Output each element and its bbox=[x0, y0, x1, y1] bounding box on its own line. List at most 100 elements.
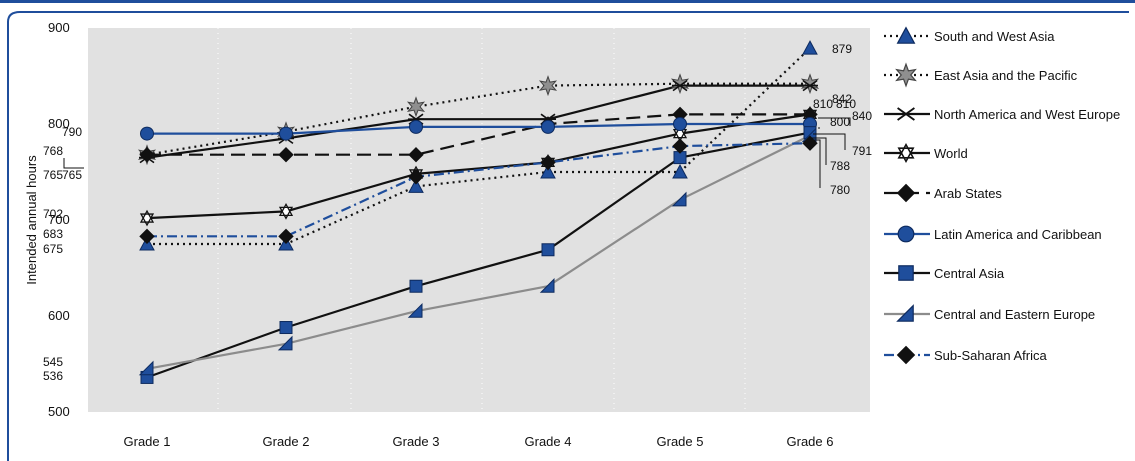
point-marker bbox=[672, 163, 688, 179]
data-label: 702 bbox=[43, 207, 63, 221]
point-marker bbox=[539, 278, 555, 293]
legend-item-east-asia-and-the-pacific: East Asia and the Pacific bbox=[884, 62, 1078, 88]
label-leader-line bbox=[63, 158, 84, 169]
data-label: 810 bbox=[836, 97, 856, 111]
legend-label: Central and Eastern Europe bbox=[934, 307, 1095, 322]
data-label: 810 bbox=[813, 97, 833, 111]
point-marker bbox=[277, 335, 293, 351]
x-tick-label: Grade 3 bbox=[393, 434, 440, 449]
panel-frame bbox=[7, 11, 1129, 461]
legend-swatch-marker bbox=[897, 225, 915, 243]
legend-label: East Asia and the Pacific bbox=[934, 68, 1078, 83]
point-marker bbox=[138, 360, 154, 376]
point-marker bbox=[540, 154, 556, 171]
legend-item-latin-america-and-caribbean: Latin America and Caribbean bbox=[884, 225, 1102, 243]
data-label: 765 bbox=[43, 168, 63, 182]
point-marker bbox=[408, 169, 424, 185]
data-label: 879 bbox=[832, 42, 852, 56]
data-label: 790 bbox=[62, 125, 82, 139]
legend-item-central-and-eastern-europe: Central and Eastern Europe bbox=[884, 304, 1095, 322]
legend-swatch-marker bbox=[896, 183, 916, 203]
legend-item-central-asia: Central Asia bbox=[884, 265, 1005, 281]
x-tick-label: Grade 5 bbox=[657, 434, 704, 449]
y-tick-label: 900 bbox=[48, 20, 70, 35]
point-marker bbox=[139, 147, 155, 163]
legend-swatch-marker bbox=[898, 265, 914, 281]
point-marker bbox=[802, 40, 818, 55]
x-tick-label: Grade 2 bbox=[263, 434, 310, 449]
point-marker bbox=[540, 163, 556, 179]
point-marker bbox=[406, 96, 426, 118]
point-marker bbox=[408, 147, 424, 163]
point-marker bbox=[409, 119, 423, 134]
point-marker bbox=[278, 203, 294, 220]
point-marker bbox=[139, 228, 155, 245]
data-label: 675 bbox=[43, 242, 63, 256]
point-marker bbox=[279, 321, 293, 335]
point-marker bbox=[409, 279, 423, 293]
legend-item-south-and-west-asia: South and West Asia bbox=[884, 26, 1055, 44]
y-axis-title: Intended annual hours bbox=[24, 155, 39, 285]
data-label: 683 bbox=[43, 227, 63, 241]
y-tick-label: 700 bbox=[48, 212, 70, 227]
data-label: 768 bbox=[43, 144, 63, 158]
data-label: 780 bbox=[830, 183, 850, 197]
data-label: 545 bbox=[43, 355, 63, 369]
label-leader-line bbox=[818, 117, 851, 126]
label-leader-line bbox=[813, 133, 846, 150]
legend-swatch-marker bbox=[896, 26, 916, 44]
legend-item-world: World bbox=[884, 142, 968, 164]
point-marker bbox=[278, 228, 294, 245]
point-marker bbox=[408, 178, 424, 193]
point-marker bbox=[800, 73, 820, 95]
data-label: 800 bbox=[830, 115, 850, 129]
top-banner-strip bbox=[0, 0, 1135, 3]
y-tick-label: 600 bbox=[48, 308, 70, 323]
legend-item-sub-saharan-africa: Sub-Saharan Africa bbox=[884, 345, 1048, 365]
point-marker bbox=[278, 147, 294, 163]
point-marker bbox=[671, 191, 687, 207]
y-tick-label: 500 bbox=[48, 404, 70, 419]
legend-label: Latin America and Caribbean bbox=[934, 227, 1102, 242]
legend-swatch-marker bbox=[895, 62, 917, 88]
series-line-latin-america-and-caribbean bbox=[147, 122, 810, 135]
point-marker bbox=[407, 302, 423, 318]
series-line-central-asia bbox=[146, 131, 811, 379]
data-label: 536 bbox=[43, 369, 63, 383]
y-tick-label: 800 bbox=[48, 116, 70, 131]
series-line-central-and-eastern-europe bbox=[146, 134, 811, 370]
legend-label: Central Asia bbox=[934, 266, 1005, 281]
point-marker bbox=[538, 75, 558, 97]
legend-swatch-marker bbox=[897, 142, 915, 164]
legend-swatch-marker bbox=[896, 345, 916, 365]
point-marker bbox=[541, 243, 555, 257]
series-line-world bbox=[146, 113, 811, 220]
series-line-arab-states bbox=[147, 113, 810, 156]
series-line-south-and-west-asia bbox=[147, 47, 811, 246]
legend-swatch-marker bbox=[896, 304, 914, 322]
point-marker bbox=[139, 209, 155, 227]
data-label: 840 bbox=[852, 109, 872, 123]
label-leader-line bbox=[812, 137, 827, 165]
legend-item-arab-states: Arab States bbox=[884, 183, 1002, 203]
legend-item-north-america-and-west-europe: North America and West Europe bbox=[884, 107, 1120, 122]
legend-label: South and West Asia bbox=[934, 29, 1055, 44]
x-tick-label: Grade 1 bbox=[124, 434, 171, 449]
point-marker bbox=[672, 79, 688, 92]
series-line-north-america-and-west-europe bbox=[146, 84, 810, 159]
point-marker bbox=[672, 138, 688, 154]
point-marker bbox=[541, 119, 555, 134]
series-line-sub-saharan-africa bbox=[147, 142, 811, 238]
data-label: 791 bbox=[852, 144, 872, 158]
x-tick-label: Grade 4 bbox=[525, 434, 572, 449]
legend-label: Sub-Saharan Africa bbox=[934, 348, 1048, 363]
label-leader-line bbox=[812, 139, 821, 188]
x-tick-label: Grade 6 bbox=[787, 434, 834, 449]
point-marker bbox=[140, 126, 154, 141]
point-marker bbox=[802, 79, 818, 92]
point-marker bbox=[673, 117, 687, 131]
data-label: 842 bbox=[832, 92, 852, 106]
legend-swatch-marker bbox=[896, 107, 916, 121]
